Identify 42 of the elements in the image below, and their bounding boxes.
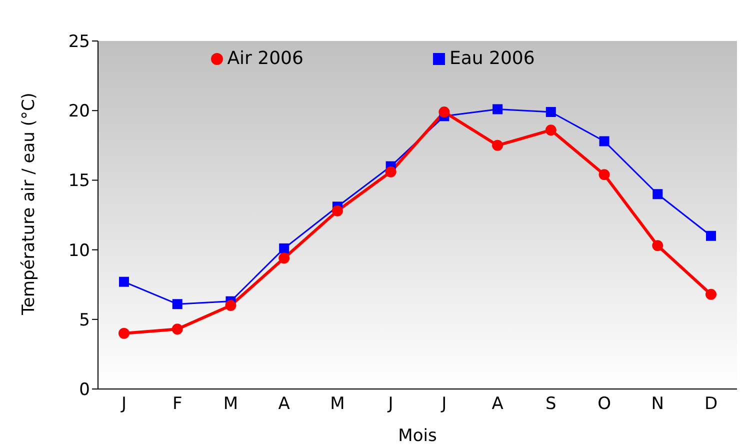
x-tick-label: D xyxy=(704,394,718,414)
y-tick-label: 0 xyxy=(79,380,90,400)
point xyxy=(546,106,556,117)
x-tick-label: F xyxy=(172,394,182,414)
point xyxy=(118,328,130,339)
point xyxy=(119,276,129,287)
point xyxy=(652,189,663,200)
point xyxy=(652,240,664,252)
x-tick-label: J xyxy=(120,394,127,414)
legend-label: Eau 2006 xyxy=(449,48,535,69)
y-tick-label: 25 xyxy=(68,32,90,52)
point xyxy=(279,243,290,254)
x-tick-label: J xyxy=(440,394,447,414)
legend-label: Air 2006 xyxy=(227,48,304,69)
x-tick-label: O xyxy=(598,394,611,414)
point xyxy=(599,136,610,146)
y-tick-label: 20 xyxy=(68,102,90,122)
x-tick-label: M xyxy=(330,394,345,414)
point xyxy=(492,104,503,114)
point xyxy=(172,299,182,310)
x-tick-label: S xyxy=(546,394,556,414)
y-tick-label: 15 xyxy=(68,171,90,192)
x-tick-label: N xyxy=(651,394,664,414)
point xyxy=(706,288,716,300)
x-tick-label: J xyxy=(387,394,394,414)
point xyxy=(172,324,183,335)
x-axis-title: Mois xyxy=(398,426,437,446)
x-tick-label: A xyxy=(492,394,504,414)
y-tick-label: 5 xyxy=(79,310,90,330)
point xyxy=(278,252,290,264)
x-tick-label: A xyxy=(278,394,290,414)
point xyxy=(545,124,556,136)
y-tick-label: 10 xyxy=(68,240,90,261)
x-tick-label: M xyxy=(223,394,238,414)
point xyxy=(332,205,343,216)
y-axis-title: Température air / eau (°C) xyxy=(19,92,40,316)
point xyxy=(598,169,610,180)
point xyxy=(225,300,236,311)
point xyxy=(438,106,450,118)
point xyxy=(706,230,716,241)
point xyxy=(385,166,396,178)
point xyxy=(492,140,504,151)
